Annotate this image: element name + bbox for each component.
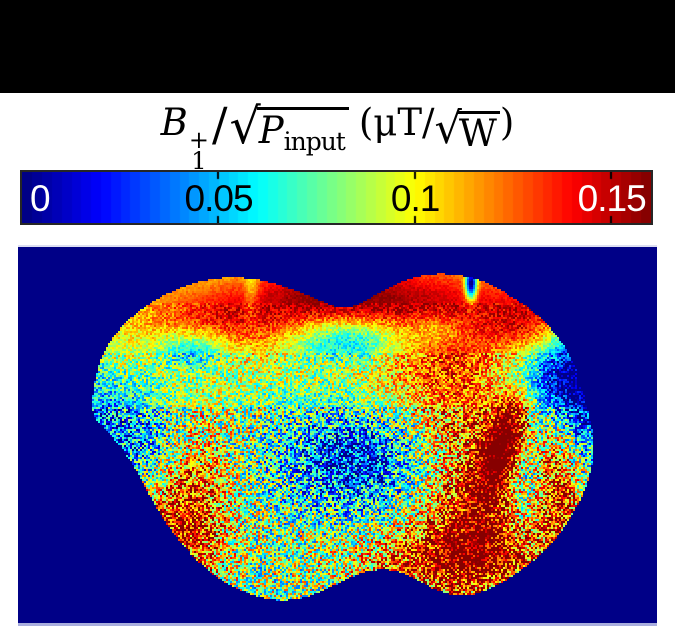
title-sqrt-p: √ Pinput — [229, 98, 349, 156]
colorbar-gradient — [22, 172, 651, 223]
radical-icon: √ — [229, 98, 261, 155]
figure-title: B +1/√ Pinput (μT/√ W) — [0, 97, 675, 175]
title-p-subscript: input — [283, 127, 346, 156]
title-superscript: + — [188, 126, 209, 154]
title-subscript: 1 — [191, 147, 207, 175]
title-P: P — [258, 109, 284, 152]
radical-icon: √ — [434, 104, 462, 154]
title-unit-open: (μT/ — [358, 101, 435, 144]
title-unit-close: ) — [499, 101, 515, 144]
title-B: B — [160, 101, 188, 144]
colorbar: 0 0.05 0.1 0.15 — [20, 170, 653, 225]
heatmap-canvas — [18, 247, 657, 623]
title-subsup: +1 — [188, 126, 209, 175]
heatmap-panel — [18, 245, 657, 626]
title-divide: / — [211, 97, 228, 151]
title-sqrt-w: √ W — [434, 104, 500, 154]
top-black-bar — [0, 0, 675, 93]
title-p-group: Pinput — [256, 107, 349, 156]
title-unit-w: W — [457, 111, 500, 152]
